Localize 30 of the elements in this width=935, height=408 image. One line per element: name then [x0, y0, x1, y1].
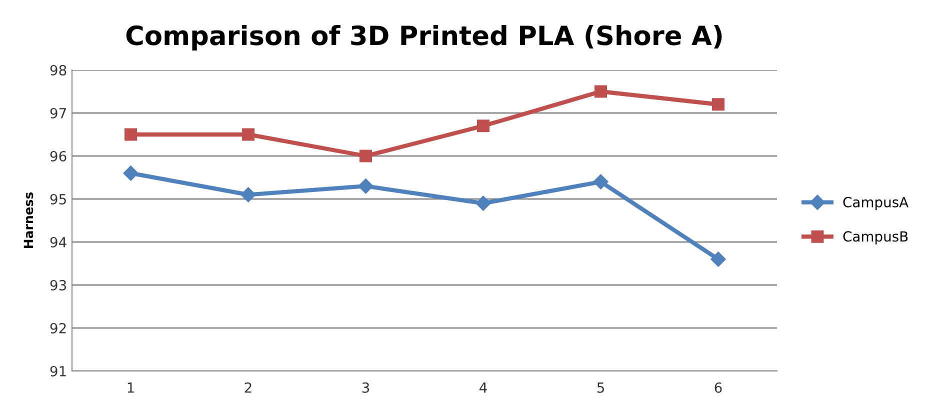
y-tick-label: 94 [50, 236, 66, 248]
y-tick-label: 91 [50, 366, 66, 376]
x-tick-label: 5 [597, 382, 604, 393]
x-tick-label: 2 [244, 382, 252, 393]
x-tick-label: 6 [714, 382, 722, 393]
point [594, 85, 607, 98]
point [476, 196, 491, 211]
point [124, 128, 137, 141]
y-tick-label: 96 [50, 150, 66, 162]
legend-label: CampusA [843, 196, 908, 210]
chart-title: Comparison of 3D Printed PLA (Shore A) [126, 24, 722, 50]
y-tick-label: 95 [50, 194, 66, 204]
x-tick-label: 1 [128, 382, 134, 393]
legend-label: CampusB [843, 231, 908, 244]
point [712, 98, 724, 111]
y-tick-label: 97 [50, 108, 66, 118]
y-tick-label: 93 [50, 280, 66, 290]
y-tick-label: 98 [50, 64, 66, 76]
x-tick-label: 3 [362, 382, 370, 393]
point [242, 128, 254, 141]
point [240, 187, 256, 202]
x-tick-label: 4 [480, 382, 487, 393]
y-tick-label: 92 [50, 322, 66, 334]
y-axis-title: Harness [24, 192, 34, 248]
point [593, 174, 608, 190]
point [477, 120, 490, 132]
point [710, 252, 726, 267]
point [358, 178, 374, 194]
point [360, 150, 372, 162]
point [123, 166, 138, 181]
